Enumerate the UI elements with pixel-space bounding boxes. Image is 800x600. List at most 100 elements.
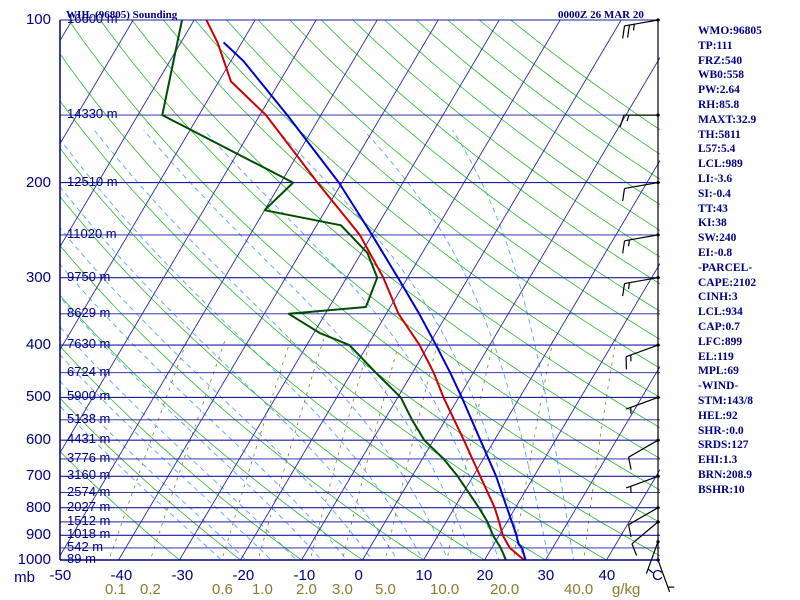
moist-adiabat-line (60, 227, 373, 560)
axes (59, 20, 660, 561)
mixing-ratio-tick-label: 3.0 (332, 581, 353, 598)
wind-profile (619, 18, 675, 593)
index-line: SHR-:0.0 (698, 424, 744, 437)
index-line: RH:85.8 (698, 99, 740, 111)
wind-barb (622, 233, 660, 254)
pressure-tick-label: 300 (25, 268, 51, 286)
dry-adiabat-line (321, 20, 660, 285)
wind-barb (625, 474, 660, 493)
dry-adiabat-line (257, 20, 660, 340)
dry-adiabat-line (60, 53, 660, 557)
index-line: STM:143/8 (698, 395, 753, 407)
height-level-label: 2574 m (67, 483, 111, 499)
height-level-label: 3160 m (67, 467, 111, 483)
height-level-label: 6724 m (67, 363, 111, 379)
mixing-ratio-tick-label: 20.0 (490, 581, 520, 598)
dry-adiabat-line (194, 20, 660, 398)
index-line: EL:119 (698, 350, 734, 363)
index-line: HEL:92 (698, 409, 738, 422)
mixing-ratio-tick-label: 5.0 (375, 581, 396, 598)
dry-adiabat-line (68, 20, 660, 523)
dry-adiabat-line (60, 244, 425, 560)
valid-time: 0000Z 26 MAR 20 (558, 9, 644, 21)
pressure-tick-label: 900 (25, 526, 51, 544)
index-line: WMO:96805 (698, 25, 762, 37)
pressure-tick-label: 200 (25, 173, 51, 191)
height-level-label: 1018 m (67, 526, 111, 542)
profiles (161, 20, 527, 560)
index-line: SI:-0.4 (698, 187, 731, 200)
height-level-label: 5138 m (67, 410, 111, 426)
height-level-label: 4431 m (67, 431, 111, 447)
index-line: PW:2.64 (698, 84, 740, 97)
index-line: BRN:208.9 (698, 469, 752, 481)
index-line: BSHR:10 (698, 483, 745, 496)
dry-adiabat-line (226, 20, 660, 369)
height-level-label: 89 m (67, 551, 96, 566)
pressure-tick-label: 800 (25, 498, 51, 516)
height-level-label: 1512 m (67, 512, 111, 528)
height-level-label: 5900 m (67, 388, 111, 404)
index-line: LFC:899 (698, 335, 743, 348)
station-title: WIIL (96805) Sounding (66, 9, 178, 21)
temperature-tick-label: -10 (293, 567, 316, 584)
moist-adiabat-line (60, 186, 399, 560)
temperature-tick-label: -30 (171, 567, 194, 584)
index-line: MAXT:32.9 (698, 113, 757, 126)
index-line: -WIND- (698, 380, 739, 393)
mixing-ratio-line (257, 339, 324, 560)
wind-barb (627, 438, 660, 470)
wind-barb (631, 520, 660, 556)
index-line: TP:111 (698, 39, 733, 52)
index-line: LCL:989 (698, 158, 743, 171)
temperature-tick-label: C (652, 567, 663, 584)
index-line: MPL:69 (698, 365, 739, 378)
mixing-ratio-tick-label: 0.2 (140, 581, 161, 598)
index-line: EI:-0.8 (698, 247, 733, 259)
temperature-trace (205, 20, 526, 560)
index-line: EHI:1.3 (698, 454, 738, 467)
dry-adiabat-line (289, 20, 660, 312)
wind-barb (622, 180, 660, 202)
pressure-tick-label: 1000 (17, 551, 51, 568)
isotherm-line (300, 20, 622, 560)
isotherm-line (60, 20, 134, 145)
mixing-ratio-tick-label: 0.1 (105, 581, 126, 598)
mixing-ratio-tick-label: 10.0 (430, 581, 460, 598)
isotherm-line (239, 20, 561, 560)
index-line: FRZ:540 (698, 54, 743, 67)
isotherm-line (117, 20, 439, 560)
mixing-ratio-tick-label: 1.0 (252, 581, 273, 598)
dry-adiabat-line (60, 345, 303, 560)
dry-adiabat-line (60, 100, 608, 560)
index-line: CAP:0.7 (698, 321, 740, 333)
isotherm-line (422, 159, 660, 560)
temperature-tick-label: -40 (110, 567, 133, 584)
height-level-label: 16600 m (67, 11, 118, 26)
index-line: CAPE:2102 (698, 276, 757, 289)
wind-barb (645, 540, 660, 574)
temperature-tick-label: 10 (415, 567, 433, 584)
dry-adiabat-line (352, 20, 660, 258)
mixing-ratio-line (309, 339, 372, 560)
mixing-ratio-line (583, 339, 617, 560)
isotherm-line (544, 365, 660, 560)
pressure-tick-label: 400 (25, 336, 51, 354)
mixing-ratio-tick-label: 40.0 (564, 581, 594, 598)
height-level-label: 7630 m (67, 336, 111, 352)
pressure-tick-label: 100 (25, 11, 51, 28)
index-line: SRDS:127 (698, 439, 749, 452)
wind-barb (625, 343, 660, 370)
index-line: KI:38 (698, 217, 727, 230)
height-level-label: 14330 m (67, 106, 118, 122)
index-line: WB0:558 (698, 69, 744, 82)
mixing-ratio-unit-label: g/kg (612, 581, 641, 598)
pressure-tick-label: 600 (25, 431, 51, 449)
temperature-tick-label: -50 (49, 567, 72, 584)
moist-adiabat-line (60, 405, 223, 560)
height-level-label: 12510 m (67, 173, 118, 189)
pressure-tick-label: 700 (25, 467, 51, 485)
moist-adiabat-line (60, 380, 247, 560)
temperature-tick-label: 0 (354, 567, 363, 584)
isotherm-line (483, 262, 660, 560)
